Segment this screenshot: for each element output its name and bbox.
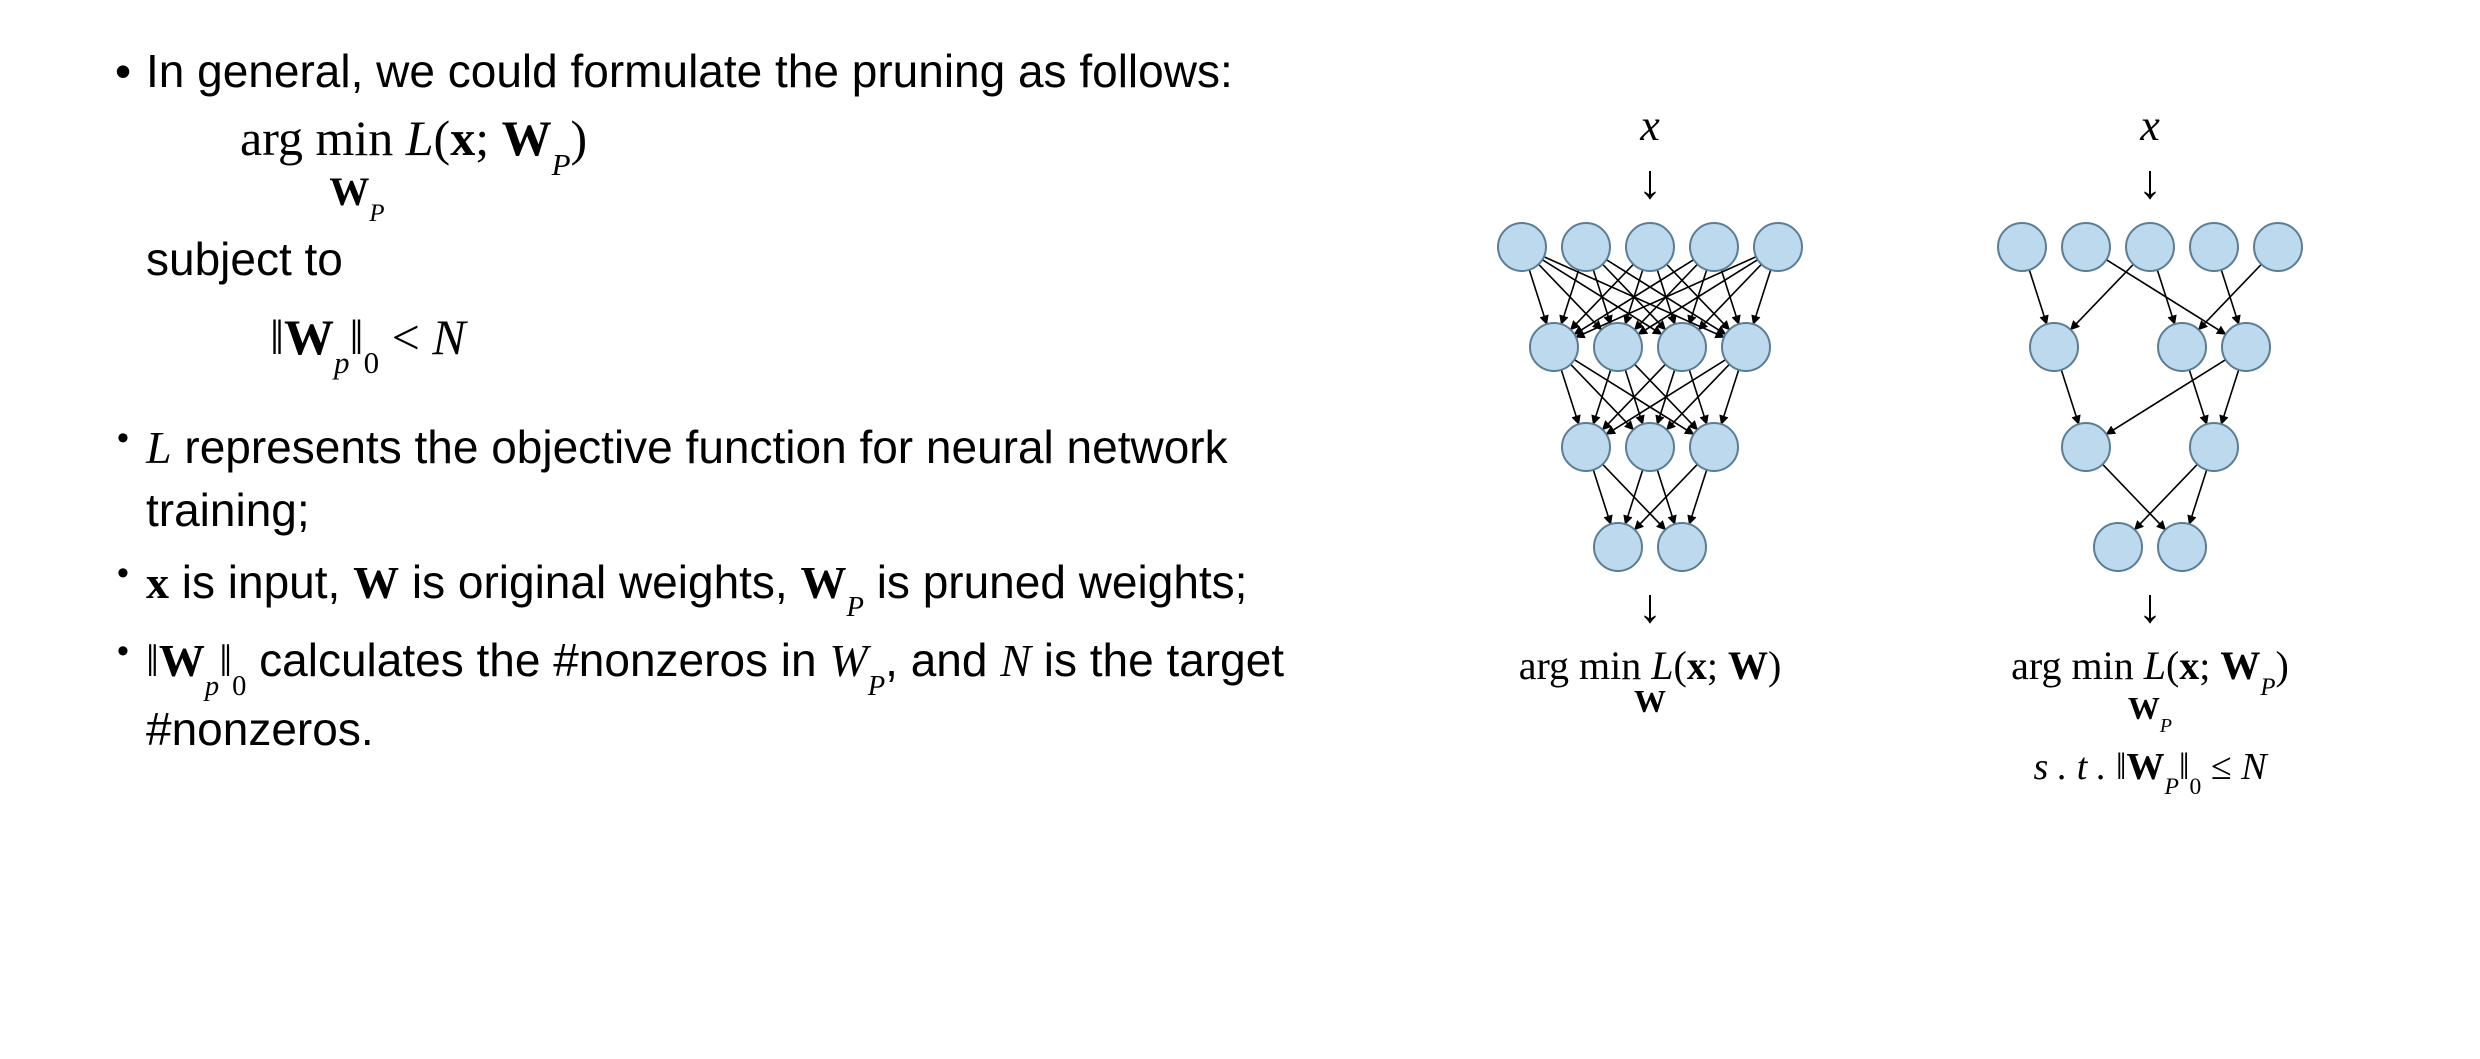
- dense-caption: arg min L(x; W) W: [1519, 645, 1782, 719]
- arrow-down-icon: ↓: [1638, 159, 1662, 207]
- sparse-network-diagram: [1970, 217, 2330, 577]
- bullet-1-text: In general, we could formulate the pruni…: [146, 40, 1400, 102]
- eq-W: W: [502, 110, 552, 166]
- dense-network-column: x ↓ ↓ arg min L(x; W) W: [1410, 100, 1890, 719]
- equation-argmin: arg min L(x; WP) WP: [240, 112, 1400, 220]
- eq-L: L: [393, 110, 433, 166]
- subject-to: subject to: [146, 228, 1400, 290]
- eq-x: x: [450, 110, 475, 166]
- dense-network-diagram: [1470, 217, 1830, 577]
- eq-close: ): [571, 110, 588, 166]
- sparse-network-column: x ↓ ↓ arg min L(x; WP) WP s . t . ‖WP‖0 …: [1910, 100, 2390, 795]
- eq-sep: ;: [475, 110, 501, 166]
- sparse-caption: arg min L(x; WP) WP: [2011, 645, 2289, 731]
- bullet-4-text: ‖Wp‖0 calculates the #nonzeros in WP, an…: [146, 629, 1400, 760]
- bullet-dot: •: [100, 551, 146, 620]
- eq-under: WP: [282, 171, 432, 220]
- sparse-constraint: s . t . ‖WP‖0 ≤ N: [2033, 745, 2266, 795]
- equation-constraint: ‖Wp‖0 < N: [270, 304, 1400, 376]
- sparse-caption-under: WP: [2011, 692, 2289, 731]
- right-column: x ↓ ↓ arg min L(x; W) W x ↓ ↓ arg min L(…: [1400, 40, 2400, 1019]
- eq-open: (: [434, 110, 451, 166]
- x-label-sparse: x: [2140, 100, 2160, 151]
- bullet-1: • In general, we could formulate the pru…: [100, 40, 1400, 102]
- bullet-3: • x is input, W is original weights, WP …: [100, 551, 1400, 620]
- eq-argmin: arg min: [240, 110, 393, 166]
- norm-close: ‖: [350, 309, 364, 365]
- bullet-2-text: L represents the objective function for …: [146, 416, 1400, 541]
- arrow-down-icon: ↓: [1638, 583, 1662, 631]
- norm-zero: 0: [364, 345, 380, 380]
- slide: • In general, we could formulate the pru…: [0, 0, 2480, 1059]
- bullet-3-text: x is input, W is original weights, WP is…: [146, 551, 1400, 620]
- left-column: • In general, we could formulate the pru…: [100, 40, 1400, 1019]
- arrow-down-icon: ↓: [2138, 583, 2162, 631]
- bullet-dot: •: [100, 40, 146, 102]
- norm-W: W: [284, 309, 334, 365]
- norm-psub: p: [334, 345, 350, 380]
- N: N: [432, 309, 465, 365]
- norm-open: ‖: [270, 309, 284, 365]
- lt: <: [379, 309, 432, 365]
- bullet-dot: •: [100, 416, 146, 541]
- dense-caption-under: W: [1519, 685, 1782, 719]
- x-label-dense: x: [1640, 100, 1660, 151]
- bullet-4: • ‖Wp‖0 calculates the #nonzeros in WP, …: [100, 629, 1400, 760]
- eq-Psub: P: [552, 147, 571, 182]
- arrow-down-icon: ↓: [2138, 159, 2162, 207]
- bullet-dot: •: [100, 629, 146, 760]
- bullet-2: • L represents the objective function fo…: [100, 416, 1400, 541]
